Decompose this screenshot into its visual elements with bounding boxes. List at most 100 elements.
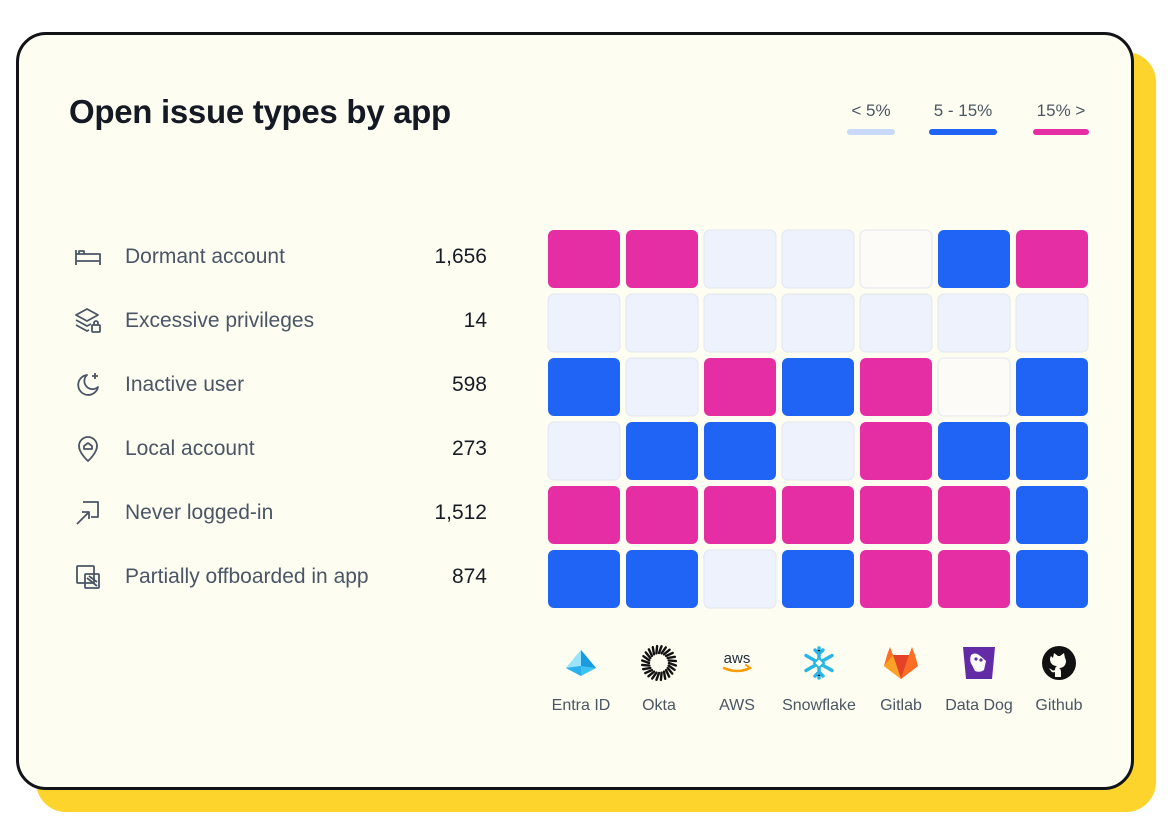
app-label: Entra ID [551, 697, 611, 714]
row-label: Dormant account [125, 245, 285, 268]
heatmap-cell-r2-c5 [937, 357, 1011, 417]
heatmap-cell-r5-c5 [938, 550, 1010, 608]
heatmap-cell-r3-c1 [626, 422, 698, 480]
heatmap-grid [547, 229, 1089, 609]
gitlab-logo [881, 643, 921, 683]
issue-row-inactive-user: Inactive user 598 [73, 365, 487, 405]
chart-card: Open issue types by app < 5% 5 - 15% 15%… [16, 32, 1134, 790]
row-label: Local account [125, 437, 255, 460]
heatmap-cell-r4-c0 [548, 486, 620, 544]
heatmap-cell-r5-c3 [782, 550, 854, 608]
heatmap-cell-r4-c6 [1016, 486, 1088, 544]
app-label: Gitlab [880, 697, 922, 714]
legend-item-mid: 5 - 15% [929, 101, 997, 135]
heatmap-cell-r0-c6 [1016, 230, 1088, 288]
heatmap-cell-r5-c4 [860, 550, 932, 608]
heatmap-cell-r0-c0 [548, 230, 620, 288]
heatmap-cell-r4-c1 [626, 486, 698, 544]
heatmap-cell-r2-c6 [1016, 358, 1088, 416]
row-count: 273 [451, 437, 487, 460]
heatmap-cell-r5-c6 [1016, 550, 1088, 608]
heatmap-cell-r5-c1 [626, 550, 698, 608]
heatmap-cell-r1-c5 [937, 293, 1011, 353]
issue-row-partially-offboarded: Partially offboarded in app 874 [73, 557, 487, 597]
app-column-snowflake: Snowflake [779, 643, 859, 715]
row-label: Inactive user [125, 373, 245, 396]
legend-item-high: 15% > [1033, 101, 1089, 135]
legend-label-low: < 5% [851, 101, 891, 120]
heatmap-cell-r3-c6 [1016, 422, 1088, 480]
heatmap-cell-r2-c3 [782, 358, 854, 416]
row-count: 14 [463, 309, 487, 332]
legend-bar-mid [929, 129, 997, 135]
chart-title: Open issue types by app [69, 93, 451, 130]
heatmap-cell-r2-c1 [625, 357, 699, 417]
issue-row-local-account: Local account 273 [73, 429, 487, 469]
heatmap-cell-r4-c5 [938, 486, 1010, 544]
heatmap-cell-r1-c4 [859, 293, 933, 353]
aws-logo: aws [717, 643, 757, 683]
heatmap-cell-r0-c5 [938, 230, 1010, 288]
app-label: AWS [719, 697, 755, 714]
svg-text:aws: aws [724, 650, 751, 667]
legend-bar-high [1033, 129, 1089, 135]
app-column-data-dog: Data Dog [939, 643, 1019, 715]
app-label: Data Dog [945, 697, 1013, 714]
offboard-icon [73, 562, 103, 592]
heatmap-cell-r3-c3 [781, 421, 855, 481]
heatmap-cell-r1-c2 [703, 293, 777, 353]
heatmap-cell-r0-c1 [626, 230, 698, 288]
heatmap-cell-r2-c4 [860, 358, 932, 416]
app-label: Github [1035, 697, 1083, 714]
bed-icon [73, 242, 103, 272]
row-count: 874 [451, 565, 487, 588]
layers-lock-icon [73, 306, 103, 336]
heatmap-cell-r3-c2 [704, 422, 776, 480]
legend-item-low: < 5% [847, 101, 895, 135]
legend-bar-low [847, 129, 895, 135]
heatmap-cell-r1-c0 [547, 293, 621, 353]
heatmap-cell-r0-c3 [781, 229, 855, 289]
location-home-icon [73, 434, 103, 464]
row-count: 1,512 [434, 501, 487, 524]
row-label: Excessive privileges [125, 309, 315, 332]
issue-row-excessive-privileges: Excessive privileges 14 [73, 301, 487, 341]
heatmap-cell-r0-c4 [859, 229, 933, 289]
app-label: Snowflake [782, 697, 856, 714]
login-arrow-icon [73, 498, 103, 528]
heatmap-cell-r3-c0 [547, 421, 621, 481]
heatmap-cell-r1-c6 [1015, 293, 1089, 353]
app-column-entra-id: Entra ID [541, 643, 621, 715]
heatmap-cell-r3-c5 [938, 422, 1010, 480]
heatmap-cell-r1-c1 [625, 293, 699, 353]
datadog-logo [959, 643, 999, 683]
snowflake-logo [799, 643, 839, 683]
heatmap-cell-r4-c4 [860, 486, 932, 544]
heatmap-cell-r5-c0 [548, 550, 620, 608]
legend-label-high: 15% > [1036, 101, 1086, 120]
app-column-aws: aws AWS [697, 643, 777, 715]
entra-id-logo [561, 643, 601, 683]
heatmap-cell-r0-c2 [703, 229, 777, 289]
row-label: Never logged-in [125, 501, 274, 524]
okta-logo [639, 643, 679, 683]
app-column-github: Github [1019, 643, 1099, 715]
issue-row-never-logged-in: Never logged-in 1,512 [73, 493, 487, 533]
heatmap-cell-r4-c3 [782, 486, 854, 544]
row-count: 598 [451, 373, 487, 396]
app-column-okta: Okta [619, 643, 699, 715]
app-label: Okta [642, 697, 676, 714]
legend-label-mid: 5 - 15% [933, 101, 993, 120]
heatmap-cell-r1-c3 [781, 293, 855, 353]
github-logo [1039, 643, 1079, 683]
moon-sparkle-icon [73, 370, 103, 400]
heatmap-cell-r5-c2 [703, 549, 777, 609]
heatmap-cell-r2-c0 [548, 358, 620, 416]
app-column-gitlab: Gitlab [861, 643, 941, 715]
heatmap-cell-r4-c2 [704, 486, 776, 544]
heatmap-cell-r3-c4 [860, 422, 932, 480]
row-label: Partially offboarded in app [125, 565, 369, 588]
issue-row-dormant-account: Dormant account 1,656 [73, 237, 487, 277]
heatmap-cell-r2-c2 [704, 358, 776, 416]
row-count: 1,656 [434, 245, 487, 268]
